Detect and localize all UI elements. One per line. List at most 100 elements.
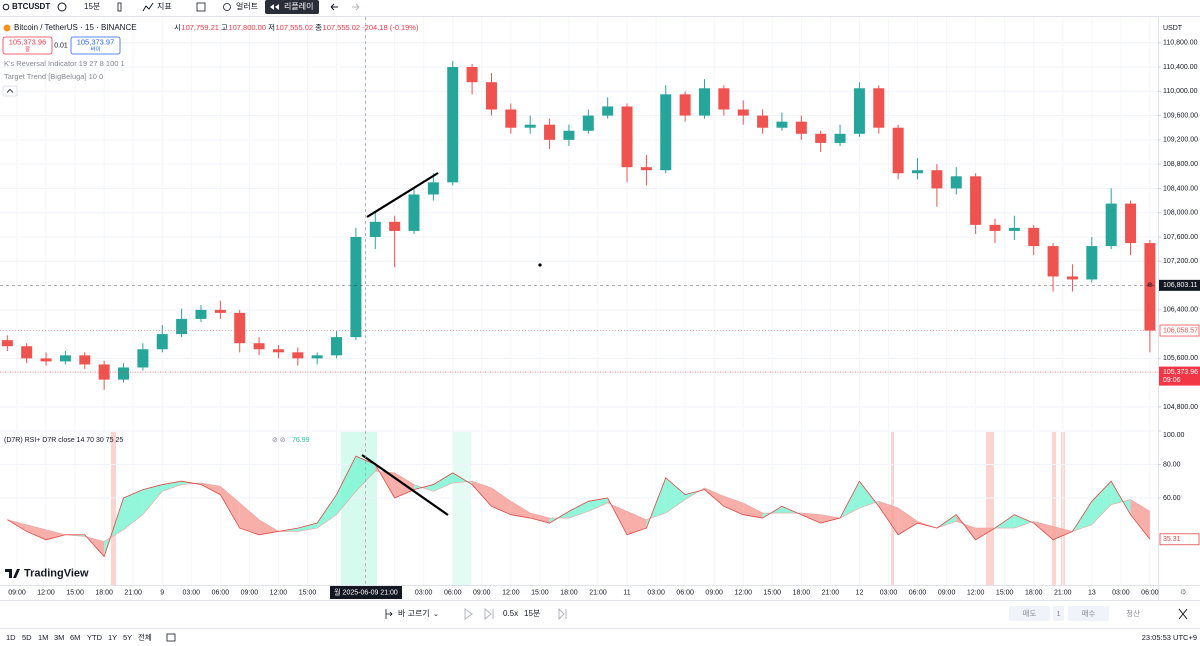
price-line-label: 105,373.96 bbox=[1163, 369, 1198, 376]
replay-interval[interactable]: 15분 bbox=[524, 609, 540, 618]
range-button[interactable]: 5Y bbox=[123, 633, 132, 642]
rsi-line bbox=[7, 455, 1151, 558]
sell-button-bg[interactable] bbox=[1009, 606, 1050, 621]
x-tick-label: 03:00 bbox=[415, 589, 433, 596]
buy-button-bg[interactable] bbox=[1068, 606, 1109, 621]
candle-body bbox=[214, 309, 226, 313]
trend-drawing[interactable] bbox=[366, 172, 439, 218]
x-tick-label: 03:00 bbox=[880, 589, 898, 596]
interval[interactable]: 15분 bbox=[84, 2, 100, 11]
rsi-fill bbox=[898, 508, 918, 535]
last-price-box bbox=[1159, 324, 1200, 337]
candle-body bbox=[466, 67, 478, 83]
chart-title: Bitcoin / TetherUS · 15 · BINANCE bbox=[14, 23, 137, 32]
rsi-highlight bbox=[341, 432, 377, 585]
select-bar-icon[interactable] bbox=[385, 609, 393, 619]
rsi-fill bbox=[162, 481, 182, 492]
indicator-name: Target Trend [BigBeluga] 10 0 bbox=[4, 72, 103, 81]
indicators-button[interactable]: 지표 bbox=[157, 2, 172, 11]
search-icon[interactable] bbox=[2, 3, 10, 11]
ohlc-label: 종 bbox=[315, 23, 322, 32]
ohlc-label: 저 bbox=[268, 23, 275, 32]
axis-settings[interactable]: ⚙ bbox=[1180, 587, 1187, 596]
crosshair-time-bg bbox=[330, 586, 402, 599]
dropdown[interactable]: ⌄ bbox=[433, 611, 439, 618]
play[interactable] bbox=[464, 608, 473, 620]
candle-body bbox=[79, 355, 91, 365]
quantity-bg[interactable] bbox=[1053, 606, 1064, 621]
candle-body bbox=[311, 355, 323, 359]
candle-body bbox=[989, 224, 1001, 231]
collapse-icon bbox=[6, 88, 14, 93]
sell-label[interactable]: 팔 bbox=[25, 46, 30, 53]
range-button[interactable]: 3M bbox=[54, 633, 64, 642]
range-button[interactable]: 5D bbox=[22, 633, 32, 642]
range-button[interactable]: YTD bbox=[87, 633, 103, 642]
chart-type-icon[interactable] bbox=[117, 2, 122, 12]
collapse-button[interactable] bbox=[2, 85, 18, 97]
candle-body bbox=[1028, 227, 1040, 247]
rsi-fill bbox=[743, 502, 763, 519]
rsi-fill bbox=[510, 501, 531, 519]
x-tick-label: 12:00 bbox=[37, 589, 55, 596]
x-tick-label: 09:00 bbox=[241, 589, 259, 596]
range-button[interactable]: 전체 bbox=[138, 632, 152, 642]
y-tick-label: 80.00 bbox=[1163, 461, 1181, 468]
buy-button[interactable]: 매수 bbox=[1082, 609, 1096, 618]
candle-body bbox=[718, 88, 730, 110]
candle-body bbox=[350, 236, 362, 338]
crosshair-time: 월 2025-06-09 21:00 bbox=[334, 587, 398, 596]
rsi-fill bbox=[259, 519, 279, 535]
sell-box[interactable] bbox=[2, 36, 53, 55]
rsi-fill bbox=[123, 489, 143, 530]
rsi-fill bbox=[220, 486, 240, 529]
add-symbol[interactable] bbox=[57, 2, 67, 12]
sell-price[interactable]: 105,373.96 bbox=[9, 37, 47, 46]
date-range-icon[interactable] bbox=[166, 633, 176, 642]
close-replay[interactable] bbox=[1178, 608, 1188, 620]
replay-icon bbox=[270, 4, 279, 10]
buy-price[interactable]: 105,373.97 bbox=[77, 37, 115, 46]
candle-body bbox=[98, 364, 110, 380]
x-tick-label: 09:00 bbox=[473, 589, 491, 596]
redo[interactable] bbox=[352, 3, 360, 11]
jump[interactable] bbox=[558, 607, 567, 621]
step[interactable] bbox=[484, 607, 494, 621]
rsi-line bbox=[7, 470, 1151, 542]
quantity[interactable]: 1 bbox=[1056, 609, 1060, 618]
replay-button-bg[interactable] bbox=[265, 0, 319, 14]
range-button[interactable]: 1Y bbox=[108, 633, 117, 642]
select-bar[interactable]: 바 고르기 bbox=[398, 608, 430, 618]
indicators-icon[interactable] bbox=[142, 2, 154, 12]
symbol[interactable]: BTCUSDT bbox=[12, 2, 50, 11]
range-button[interactable]: 1M bbox=[38, 633, 48, 642]
sell-button[interactable]: 매도 bbox=[1023, 609, 1037, 618]
drawing-dot[interactable] bbox=[538, 263, 542, 267]
y-tick-label: 106,400.00 bbox=[1163, 307, 1198, 314]
currency[interactable]: USDT bbox=[1163, 25, 1183, 32]
crosshair-marker: ⊕ bbox=[1147, 282, 1153, 289]
speed[interactable]: 0.5x bbox=[503, 609, 518, 618]
candle-body bbox=[660, 94, 672, 171]
undo[interactable] bbox=[330, 3, 338, 11]
candle-body bbox=[369, 221, 381, 237]
alert-button[interactable]: 얼러트 bbox=[236, 1, 258, 11]
range-button[interactable]: 1D bbox=[6, 633, 16, 642]
x-tick-label: 09:00 bbox=[705, 589, 723, 596]
y-tick-label: 110,000.00 bbox=[1163, 88, 1198, 95]
buy-box[interactable] bbox=[70, 36, 121, 55]
trend-drawing[interactable] bbox=[361, 454, 449, 516]
alert-icon[interactable] bbox=[223, 3, 231, 11]
close-position[interactable]: 청산 bbox=[1126, 608, 1140, 618]
layout-icon[interactable] bbox=[196, 2, 206, 12]
candle-body bbox=[950, 176, 962, 189]
replay-button[interactable]: 리플레이 bbox=[284, 1, 313, 11]
buy-label[interactable]: 바이 bbox=[90, 45, 100, 53]
x-tick-label: 06:00 bbox=[444, 589, 462, 596]
indicator-name: K's Reversal Indicator 19 27 8 100 1 bbox=[4, 59, 125, 68]
range-button[interactable]: 6M bbox=[70, 633, 80, 642]
y-tick-label: 108,800.00 bbox=[1163, 161, 1198, 168]
candle-body bbox=[176, 318, 188, 335]
y-tick-label: 60.00 bbox=[1163, 495, 1181, 502]
rsi-fill bbox=[1130, 499, 1150, 540]
